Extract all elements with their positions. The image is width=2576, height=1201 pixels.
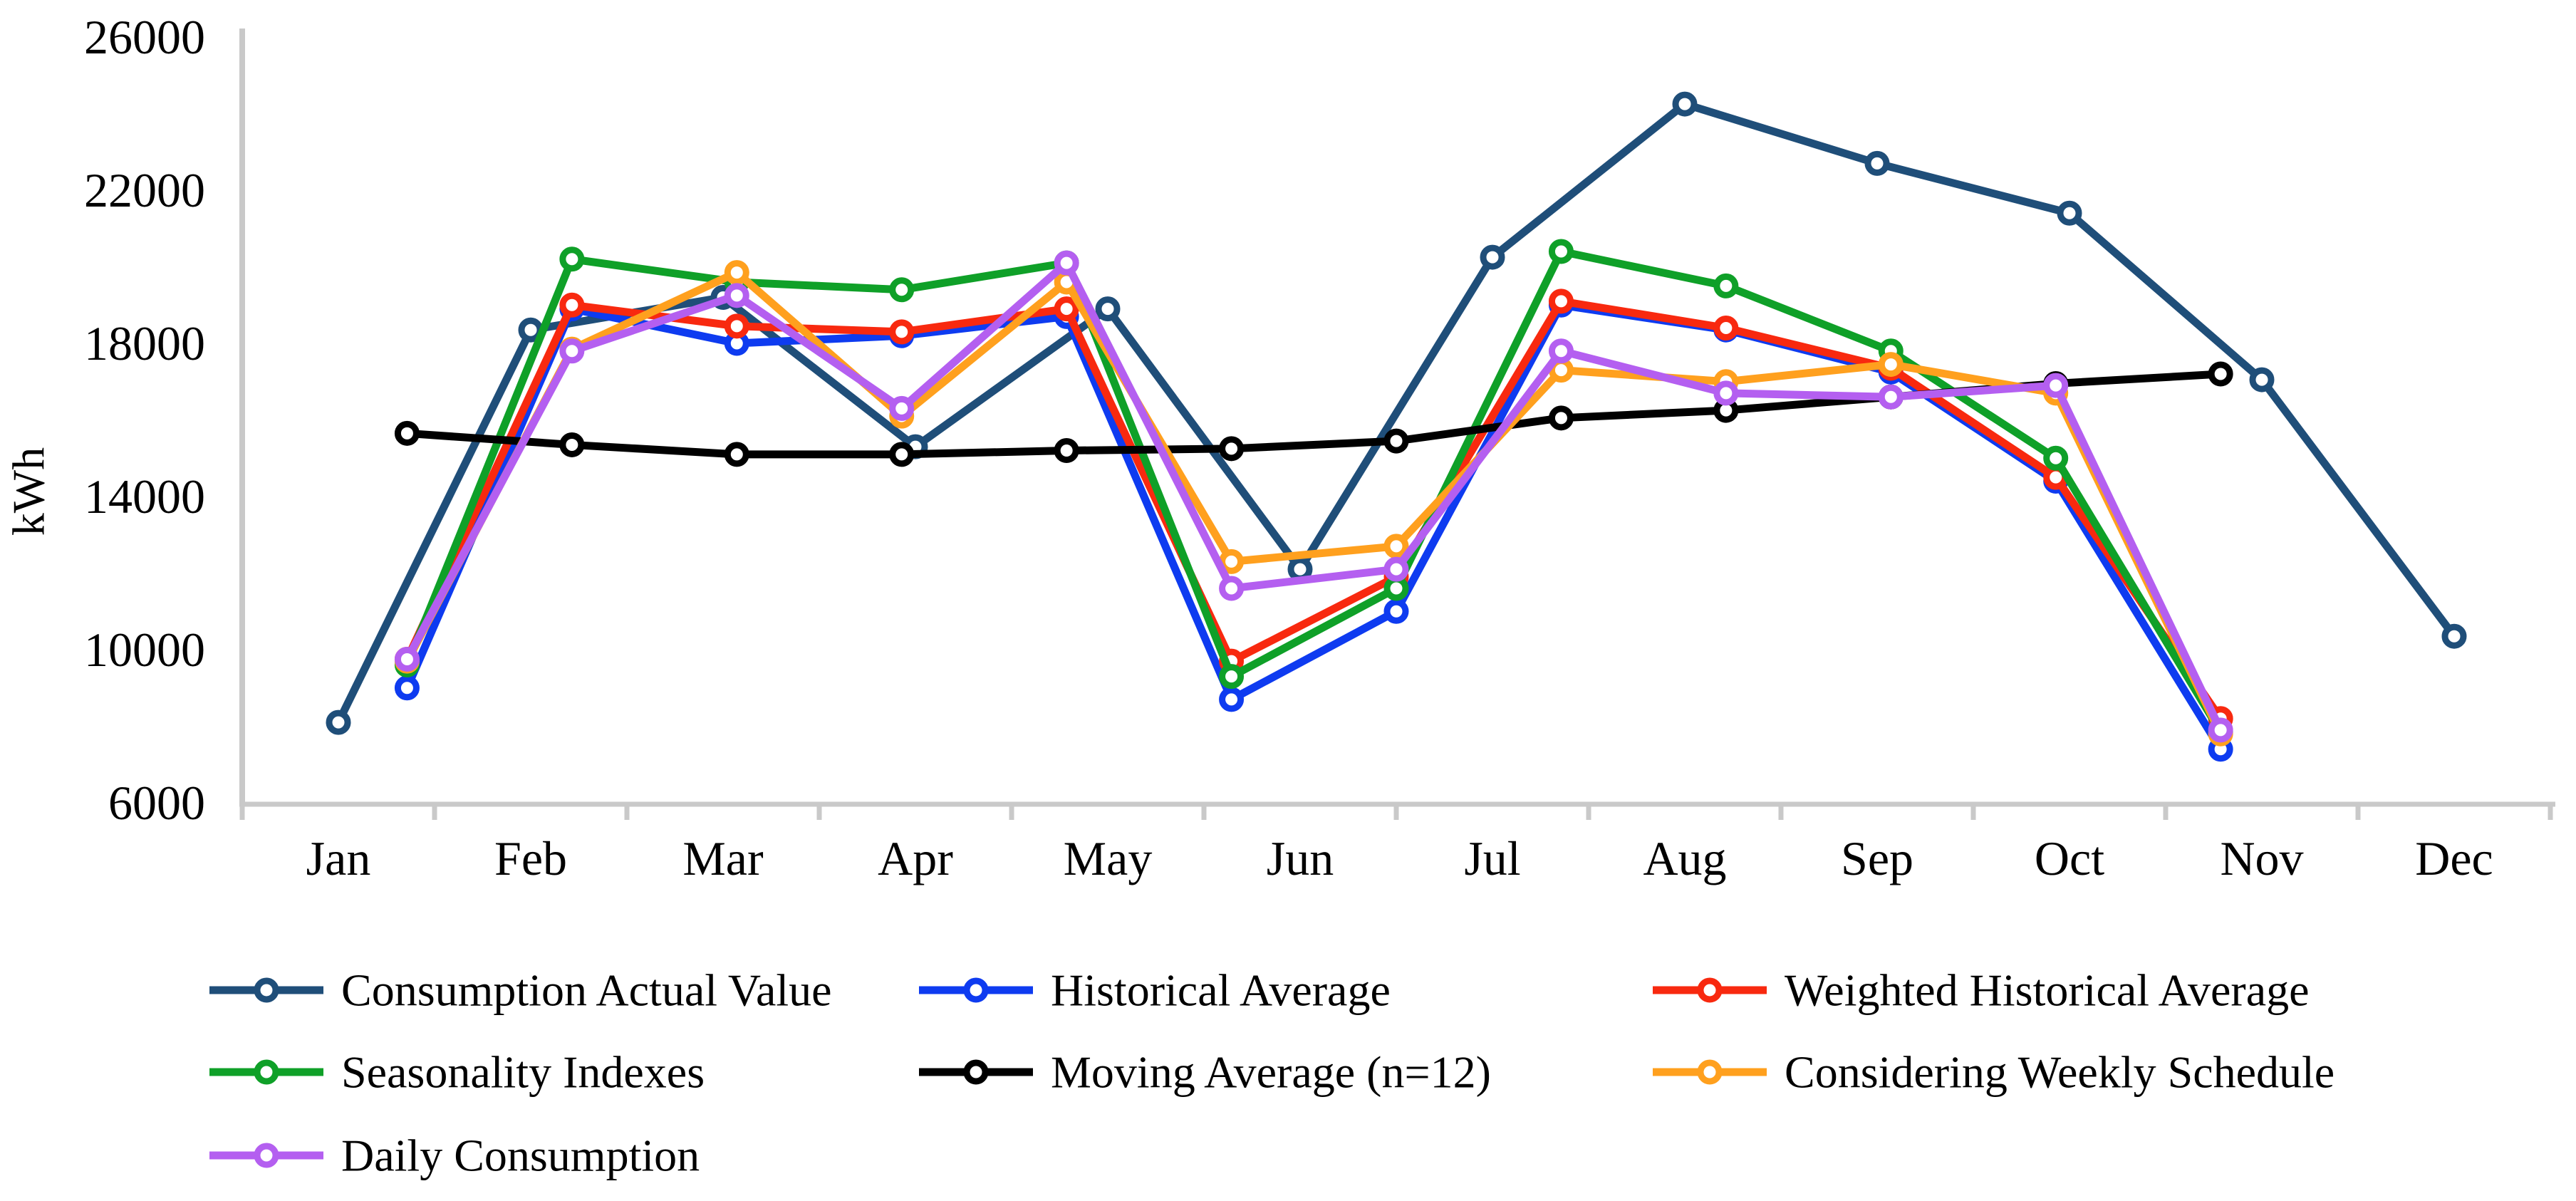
data-point-weighted-aug bbox=[1548, 288, 1574, 314]
y-tick-label: 14000 bbox=[84, 469, 205, 524]
data-point-daily-mar bbox=[724, 283, 749, 308]
x-tick-label: Dec bbox=[2415, 831, 2493, 885]
legend-marker-icon bbox=[254, 977, 279, 1003]
series-line-seasonality bbox=[402, 247, 2225, 737]
y-tick-label: 26000 bbox=[84, 10, 205, 64]
data-point-daily-sep bbox=[1713, 380, 1739, 406]
x-tick-label: Aug bbox=[1643, 831, 1726, 885]
data-point-daily-jun bbox=[1219, 576, 1245, 601]
data-point-moving-jun bbox=[1219, 436, 1245, 462]
data-point-weekly-oct bbox=[1878, 352, 1904, 378]
data-point-seasonality-feb bbox=[559, 246, 585, 272]
series-line-daily bbox=[402, 259, 2225, 734]
series-line-weekly bbox=[402, 269, 2225, 738]
data-point-daily-may bbox=[1054, 250, 1079, 276]
data-point-actual-oct bbox=[2057, 200, 2082, 226]
data-point-moving-jan bbox=[394, 420, 420, 446]
data-point-weighted-may bbox=[1054, 296, 1079, 322]
data-point-daily-jul bbox=[1383, 556, 1409, 582]
y-tick-label: 18000 bbox=[84, 316, 205, 370]
legend-marker-icon bbox=[1697, 977, 1723, 1003]
x-tick-label: Apr bbox=[878, 831, 953, 885]
data-point-moving-apr bbox=[889, 442, 915, 467]
data-point-moving-jul bbox=[1383, 428, 1409, 454]
x-tick-label: Jan bbox=[306, 831, 371, 885]
data-point-seasonality-jul bbox=[1383, 576, 1409, 601]
data-point-daily-aug bbox=[1548, 338, 1574, 364]
data-point-daily-dec bbox=[2208, 717, 2233, 743]
data-point-seasonality-aug bbox=[1548, 239, 1574, 264]
legend-marker-icon bbox=[254, 1059, 279, 1085]
data-point-weighted-apr bbox=[889, 319, 915, 345]
data-point-weekly-jul bbox=[1383, 534, 1409, 559]
legend-label: Moving Average (n=12) bbox=[1051, 1047, 1491, 1098]
legend-label: Daily Consumption bbox=[341, 1130, 700, 1181]
data-point-weighted-sep bbox=[1713, 316, 1739, 340]
data-point-actual-may bbox=[1095, 296, 1121, 322]
y-tick-label: 22000 bbox=[84, 163, 205, 217]
y-axis-title: kWh bbox=[4, 447, 54, 536]
y-tick-label: 6000 bbox=[108, 776, 205, 830]
series-line-actual bbox=[334, 100, 2458, 727]
data-point-seasonality-nov bbox=[2043, 445, 2069, 471]
data-point-actual-nov bbox=[2249, 367, 2275, 392]
data-point-moving-mar bbox=[724, 442, 749, 467]
legend-item-moving: Moving Average (n=12) bbox=[919, 1047, 1491, 1098]
legend-item-weekly: Considering Weekly Schedule bbox=[1653, 1047, 2334, 1098]
data-point-daily-jan bbox=[394, 646, 420, 672]
data-point-historical-jan bbox=[394, 675, 420, 701]
legend-item-weighted: Weighted Historical Average bbox=[1653, 965, 2310, 1016]
legend-item-historical: Historical Average bbox=[919, 965, 1391, 1016]
legend-item-seasonality: Seasonality Indexes bbox=[209, 1047, 705, 1098]
legend-marker-icon bbox=[254, 1143, 279, 1168]
data-point-seasonality-sep bbox=[1713, 273, 1739, 298]
data-point-historical-jul bbox=[1383, 598, 1409, 624]
x-tick-label: Nov bbox=[2220, 831, 2303, 885]
series-line-weighted bbox=[402, 297, 2225, 723]
data-point-seasonality-apr bbox=[889, 277, 915, 303]
data-point-daily-nov bbox=[2043, 373, 2069, 398]
legend-label: Weighted Historical Average bbox=[1785, 965, 2310, 1016]
data-point-moving-may bbox=[1054, 438, 1079, 463]
legend-marker-icon bbox=[963, 1059, 989, 1085]
x-tick-label: Sep bbox=[1841, 831, 1913, 885]
x-tick-label: Feb bbox=[494, 831, 567, 885]
data-point-weighted-feb bbox=[559, 292, 585, 318]
legend-label: Historical Average bbox=[1051, 965, 1391, 1016]
x-tick-label: May bbox=[1064, 831, 1153, 885]
data-point-daily-oct bbox=[1878, 384, 1904, 410]
legend-marker-icon bbox=[1697, 1059, 1723, 1085]
legend-label: Seasonality Indexes bbox=[341, 1047, 705, 1098]
data-point-weekly-mar bbox=[724, 260, 749, 286]
data-point-actual-dec bbox=[2441, 623, 2467, 649]
legend-item-daily: Daily Consumption bbox=[209, 1130, 700, 1181]
data-point-actual-jul bbox=[1480, 244, 1505, 270]
data-point-seasonality-jun bbox=[1219, 664, 1245, 690]
x-tick-label: Jun bbox=[1267, 831, 1334, 885]
legend-item-actual: Consumption Actual Value bbox=[209, 965, 832, 1016]
data-point-moving-aug bbox=[1548, 405, 1574, 431]
data-point-historical-jun bbox=[1219, 687, 1245, 712]
x-tick-label: Jul bbox=[1464, 831, 1520, 885]
data-point-daily-feb bbox=[559, 338, 585, 364]
legend-label: Consumption Actual Value bbox=[341, 965, 832, 1016]
data-point-moving-feb bbox=[559, 432, 585, 457]
data-point-daily-apr bbox=[889, 395, 915, 421]
data-point-moving-dec bbox=[2208, 361, 2233, 387]
y-tick-label: 10000 bbox=[84, 623, 205, 677]
data-point-actual-jan bbox=[326, 709, 351, 735]
legend-label: Considering Weekly Schedule bbox=[1785, 1047, 2334, 1098]
legend-marker-icon bbox=[963, 977, 989, 1003]
x-tick-label: Oct bbox=[2035, 831, 2104, 885]
data-point-actual-sep bbox=[1864, 150, 1890, 176]
data-point-weighted-mar bbox=[724, 313, 749, 339]
x-tick-label: Mar bbox=[682, 831, 764, 885]
data-point-actual-aug bbox=[1672, 91, 1698, 117]
